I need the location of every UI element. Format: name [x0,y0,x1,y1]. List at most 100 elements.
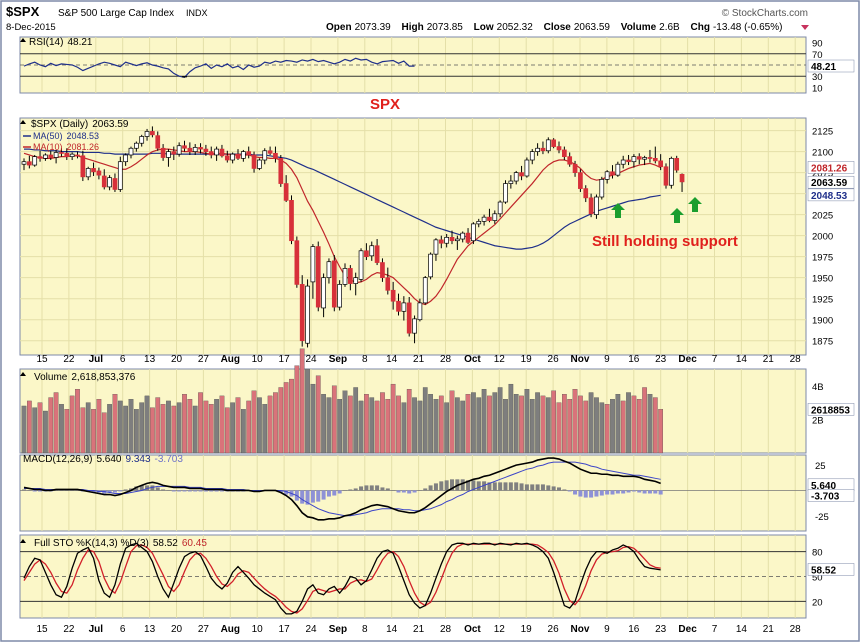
candle-body [160,147,166,158]
macd-histogram-bar [530,484,535,491]
candle-body [572,163,578,173]
volume-bar [444,402,450,454]
volume-legend-label: Volume [34,372,68,383]
volume-bar [422,387,428,454]
volume-legend-text: Volume 2,618,853,376 [34,372,136,383]
macd-histogram-bar [380,487,385,491]
volume-bar [476,397,482,454]
x-tick-label: 13 [144,624,156,635]
macd-histogram-bar [653,490,658,494]
candle-body [455,238,460,242]
candle-body [230,153,235,161]
x-tick-label: Nov [571,354,590,365]
macd-histogram-bar [391,490,396,491]
candle-body [117,161,123,190]
volume-bar [59,404,64,454]
volume-bar [529,399,535,454]
macd-histogram-bar [583,490,588,498]
volume-bar [246,400,252,454]
close-label: Close [544,22,572,33]
volume-bar [278,387,284,454]
macd-histogram-bar [626,490,631,493]
candle-body [658,160,664,168]
candle-body [663,166,669,186]
volume-bar [219,395,225,454]
macd-histogram-bar [54,490,59,491]
volume-bar [631,395,637,454]
volume-bar [310,383,316,454]
candle-body [465,232,471,243]
macd-histogram-bar [343,490,347,491]
ma50-legend-text: MA(50) 2048.53 [33,131,99,141]
volume-bar [85,402,91,454]
sto-tick-label: 80 [812,548,823,559]
volume-bar [251,390,257,454]
candle-body [561,149,567,158]
x-tick-label: 26 [548,624,560,635]
candle-body [503,183,508,203]
candle-body [497,201,503,215]
collapse-triangle-icon[interactable] [20,38,26,42]
x-tick-label: 22 [63,354,75,365]
price-candles [21,126,685,348]
candle-body [433,239,439,255]
macd-histogram-bar [476,481,481,491]
volume-bar [203,400,209,454]
open-label: Open [326,22,352,33]
candle-body [652,157,658,162]
x-tick-label: 15 [36,354,48,365]
candle-body [642,157,647,160]
candle-body [273,152,278,159]
sto-tick-label: 20 [812,597,823,608]
up-arrow-icon [670,208,684,223]
x-tick-label: 14 [386,624,398,635]
volume-bar [26,400,32,454]
candle-body [348,268,353,284]
macd-histogram-bar [621,490,626,494]
volume-bar [192,405,198,454]
volume-bar [385,399,391,454]
volume-bar [465,394,471,454]
x-tick-label: 23 [655,624,667,635]
macd-histogram-bar [519,483,524,491]
candle-body [198,147,203,150]
candle-body [331,260,337,308]
candle-body [214,148,219,156]
collapse-triangle-icon[interactable] [20,539,26,543]
candle-body [321,277,326,309]
volume-bar [342,390,348,454]
price-panel [19,117,807,356]
macd-histogram-bar [118,490,123,492]
macd-histogram-bar [59,490,64,491]
macd-histogram-bar [578,490,583,497]
ma50-label: MA(50) [33,131,63,141]
dropdown-arrow-icon[interactable] [801,25,809,30]
macd-histogram-bar [209,490,214,492]
collapse-triangle-icon[interactable] [20,120,26,124]
macd-histogram-bar [300,490,305,504]
candle-body [535,147,540,152]
volume-bar [454,397,460,454]
macd-histogram-bar [599,490,604,496]
x-tick-label: 28 [790,624,802,635]
macd-histogram-bar [540,484,545,491]
macd-histogram-bar [278,490,283,493]
x-tick-label: 10 [252,624,264,635]
volume-bar [492,392,498,454]
macd-histogram-bar [305,490,310,505]
volume-bar [155,397,161,454]
x-tick-label: 27 [198,624,210,635]
macd-histogram-bar [32,490,37,492]
candle-body [513,172,519,182]
macd-histogram-bar [112,490,117,493]
volume-bar [240,409,246,454]
price-tick-label: 2075 [812,169,833,180]
volume-bar [326,397,332,454]
volume-bar [380,392,385,454]
symbol-label: $SPX [6,4,40,19]
chart-date: 8-Dec-2015 [6,22,56,33]
volume-bar [481,389,487,454]
candle-body [182,145,187,149]
volume-bar [583,400,589,454]
collapse-triangle-icon[interactable] [20,372,26,376]
